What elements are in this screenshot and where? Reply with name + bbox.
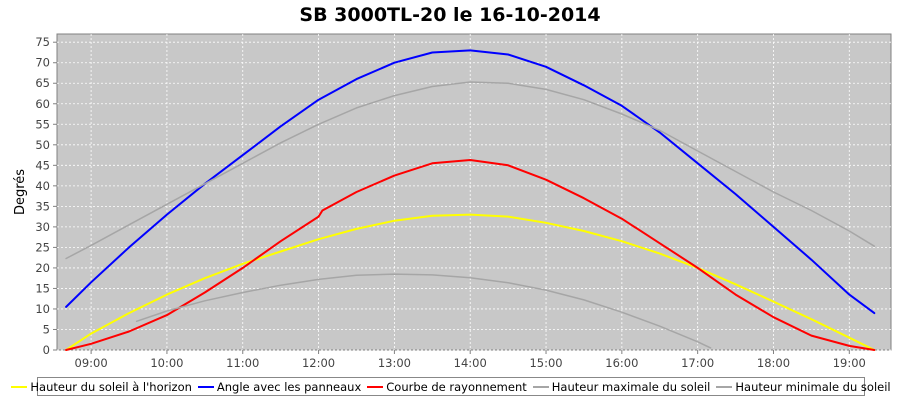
series-line-3	[65, 159, 876, 351]
legend-swatch	[716, 385, 733, 388]
x-tick-label: 18:00	[757, 356, 790, 370]
x-tick-label: 12:00	[302, 356, 335, 370]
legend-swatch	[367, 385, 384, 388]
series-line-2	[65, 49, 876, 315]
y-tick-label: 65	[35, 76, 50, 90]
legend-item: Courbe de rayonnement	[367, 380, 527, 394]
x-tick-label: 16:00	[605, 356, 638, 370]
y-tick-label: 35	[35, 199, 50, 213]
y-tick-label: 45	[35, 158, 50, 172]
chart-title: SB 3000TL-20 le 16-10-2014	[299, 4, 601, 26]
y-tick-label: 55	[35, 117, 50, 131]
series-layer	[65, 49, 876, 351]
y-tick-label: 30	[35, 220, 50, 234]
series-line-4	[65, 81, 876, 260]
y-tick-label: 25	[35, 240, 50, 254]
x-tick-label: 19:00	[833, 356, 866, 370]
legend-item: Hauteur minimale du soleil	[716, 379, 891, 394]
y-tick-label: 60	[35, 97, 50, 111]
legend-label: Angle avec les panneaux	[216, 379, 362, 394]
y-tick-label: 10	[35, 302, 50, 316]
axes: 0 5 10 15 20 25 30 35 40 45 50 55 60 65 70 75 09:00 10:00…	[35, 35, 866, 370]
series-line-1	[65, 213, 876, 351]
x-tick-label: 14:00	[454, 356, 487, 370]
y-tick-label: 40	[35, 179, 50, 193]
legend-label: Hauteur minimale du soleil	[735, 379, 891, 394]
x-tick-label: 17:00	[681, 356, 714, 370]
y-tick-label: 20	[35, 261, 50, 275]
x-tick-label: 11:00	[226, 356, 259, 370]
legend-label: Hauteur maximale du soleil	[551, 379, 711, 394]
legend-item: Angle avec les panneaux	[197, 379, 362, 394]
y-tick-label: 50	[35, 138, 50, 152]
y-tick-label: 70	[35, 56, 50, 70]
y-tick-label: 0	[43, 343, 50, 357]
y-tick-label: 5	[43, 322, 50, 336]
legend-swatch	[11, 385, 28, 388]
legend-label: Courbe de rayonnement	[386, 379, 527, 394]
legend-item: Hauteur du soleil à l'horizon	[11, 380, 192, 394]
y-tick-label: 15	[35, 281, 50, 295]
legend: Hauteur du soleil à l'horizon Angle avec …	[11, 377, 891, 396]
legend-swatch	[197, 385, 214, 388]
series-line-5	[135, 273, 712, 349]
x-tick-label: 15:00	[529, 356, 562, 370]
x-tick-label: 10:00	[150, 356, 183, 370]
legend-item: Hauteur maximale du soleil	[532, 379, 711, 394]
legend-label: Hauteur du soleil à l'horizon	[30, 379, 192, 394]
legend-swatch	[532, 385, 549, 388]
y-tick-label: 75	[35, 35, 50, 49]
y-axis-label: Degrés	[13, 169, 28, 215]
x-tick-label: 09:00	[75, 356, 108, 370]
grid	[57, 34, 891, 351]
x-tick-label: 13:00	[378, 356, 411, 370]
